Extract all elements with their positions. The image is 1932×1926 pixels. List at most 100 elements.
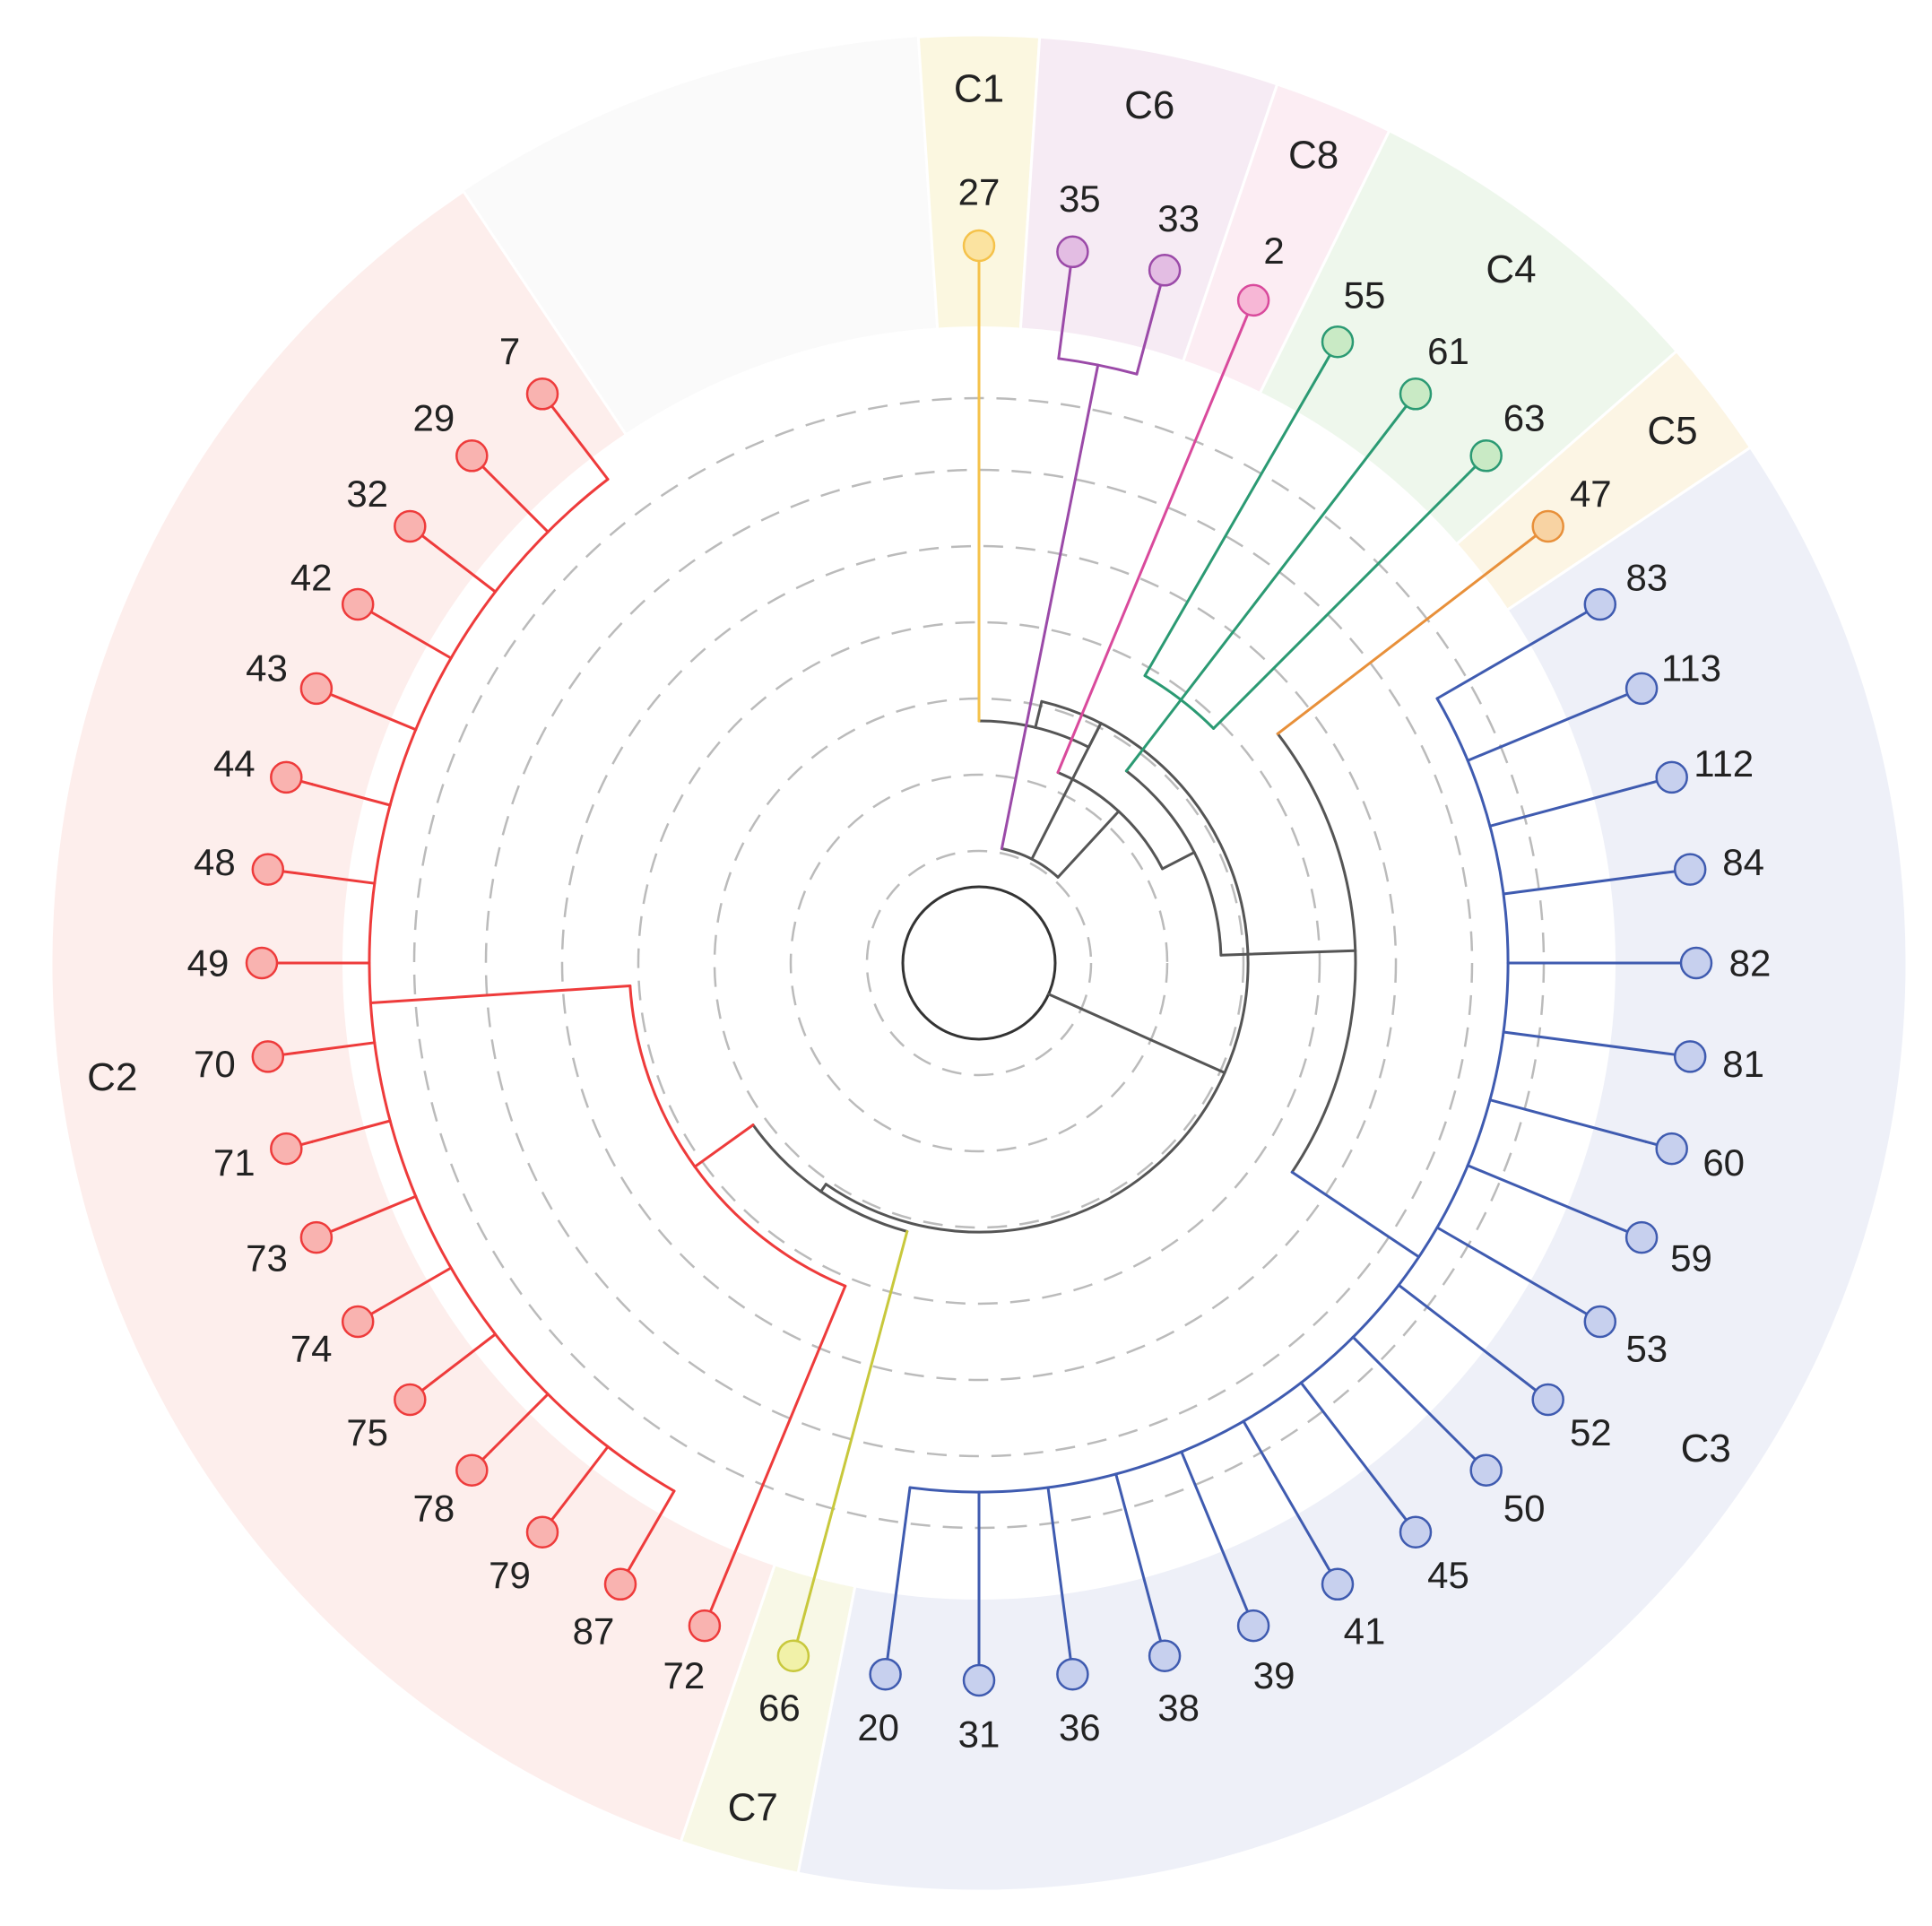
leaf-label-82: 82 (1729, 942, 1772, 985)
branch-line (1056, 324, 1245, 774)
leaf-stem (1242, 1599, 1250, 1614)
leaf-stem (626, 1559, 636, 1574)
branch-line (1135, 294, 1159, 376)
leaf-label-74: 74 (290, 1328, 333, 1370)
branch-line (557, 1445, 610, 1513)
branch-line (429, 541, 497, 594)
leaf-label-61: 61 (1427, 330, 1469, 372)
leaf-label-78: 78 (413, 1488, 455, 1530)
leaf-node-33 (1148, 254, 1182, 287)
leaf-label-32: 32 (346, 473, 388, 515)
branch-line (1466, 697, 1618, 762)
leaf-node-59 (1624, 1220, 1659, 1254)
branch-line (1116, 1023, 1226, 1074)
guide-ring (560, 544, 1398, 1382)
leaf-stem (1575, 1306, 1590, 1316)
leaf-node-27 (962, 229, 996, 263)
leaf-stem (281, 870, 297, 874)
branch-line (310, 1119, 392, 1143)
leaf-node-61 (1399, 377, 1433, 411)
branch-line (1161, 851, 1196, 871)
branch-line (429, 1332, 497, 1385)
leaf-stem (1661, 1052, 1677, 1056)
branch-line (1212, 473, 1468, 730)
branch-line (489, 1392, 550, 1453)
branch-line (693, 1124, 755, 1168)
leaf-label-39: 39 (1253, 1654, 1295, 1696)
branch-line (1056, 810, 1121, 879)
leaf-node-39 (1236, 1609, 1270, 1643)
guide-ring (865, 849, 1093, 1077)
branch-line (1488, 783, 1648, 828)
leaf-label-73: 73 (246, 1237, 288, 1280)
leaf-node-53 (1583, 1305, 1617, 1339)
leaf-node-79 (525, 1515, 559, 1549)
leaf-stem (1525, 534, 1538, 544)
leaf-stem (281, 1052, 297, 1056)
branch-line (1502, 872, 1665, 896)
branch-line (340, 1194, 418, 1229)
branch-line (1435, 616, 1579, 700)
branch-line (1034, 699, 1044, 729)
leaf-node-50 (1469, 1453, 1503, 1487)
leaf-node-45 (1399, 1515, 1433, 1549)
cluster-label-c5: C5 (1647, 409, 1697, 453)
branch-line (1057, 277, 1070, 360)
root-branch (1047, 993, 1120, 1027)
cluster-label-c3: C3 (1681, 1427, 1731, 1471)
leaf-stem (420, 534, 433, 544)
leaf-node-113 (1624, 672, 1659, 706)
leaf-stem (481, 464, 492, 476)
cluster-labels: C1 C6 C8 C4 C5 C3 C7 C2 (87, 67, 1731, 1830)
leaf-label-84: 84 (1722, 841, 1764, 883)
leaf-stem (1615, 692, 1630, 700)
cluster-label-c8: C8 (1288, 134, 1339, 178)
leaf-label-113: 113 (1661, 646, 1721, 689)
leaf-label-27: 27 (958, 171, 1001, 213)
leaf-label-20: 20 (857, 1706, 899, 1748)
leaf-node-20 (869, 1657, 902, 1691)
leaf-stem (1322, 1559, 1332, 1574)
branch-line (819, 1183, 827, 1193)
leaf-node-112 (1655, 760, 1688, 794)
leaf-node-43 (299, 672, 334, 706)
leaf-label-63: 63 (1503, 396, 1546, 438)
leaf-label-41: 41 (1344, 1609, 1386, 1652)
leaf-stem (708, 1599, 716, 1614)
leaf-stem (1644, 1140, 1659, 1147)
branch-line (888, 1486, 912, 1649)
branch-line (489, 473, 550, 534)
leaf-label-55: 55 (1344, 274, 1386, 317)
leaf-label-2: 2 (1263, 230, 1284, 272)
leaf-label-47: 47 (1570, 473, 1612, 515)
leaf-stem (1466, 1450, 1477, 1462)
branch-line (799, 1229, 909, 1632)
leaf-node-48 (251, 853, 285, 886)
cluster-label-c6: C6 (1124, 83, 1174, 127)
leaf-node-70 (251, 1040, 285, 1073)
leaf-label-7: 7 (499, 330, 520, 372)
branch-line (293, 872, 377, 885)
leaf-stem (299, 1140, 314, 1147)
leaf-stem (1322, 352, 1332, 367)
guide-ring (789, 773, 1169, 1153)
branch-arc (628, 985, 847, 1288)
leaf-node-73 (299, 1220, 334, 1254)
leaf-label-33: 33 (1157, 197, 1200, 239)
leaf-node-52 (1531, 1383, 1564, 1417)
leaf-stem (420, 1382, 433, 1392)
branch-line (1276, 541, 1529, 735)
leaf-label-29: 29 (413, 396, 455, 438)
branch-line (310, 783, 392, 807)
branch-line (1000, 363, 1100, 850)
leaf-node-2 (1236, 283, 1270, 317)
cluster-label-c1: C1 (954, 67, 1004, 111)
leaf-node-72 (688, 1609, 722, 1643)
leaf-node-82 (1679, 946, 1713, 980)
leaf-label-50: 50 (1503, 1488, 1546, 1530)
branch-line (1397, 1283, 1529, 1385)
leaf-label-49: 49 (187, 942, 230, 985)
leaf-node-38 (1148, 1639, 1182, 1672)
branch-line (369, 985, 632, 1004)
leaf-stem (1615, 1226, 1630, 1234)
